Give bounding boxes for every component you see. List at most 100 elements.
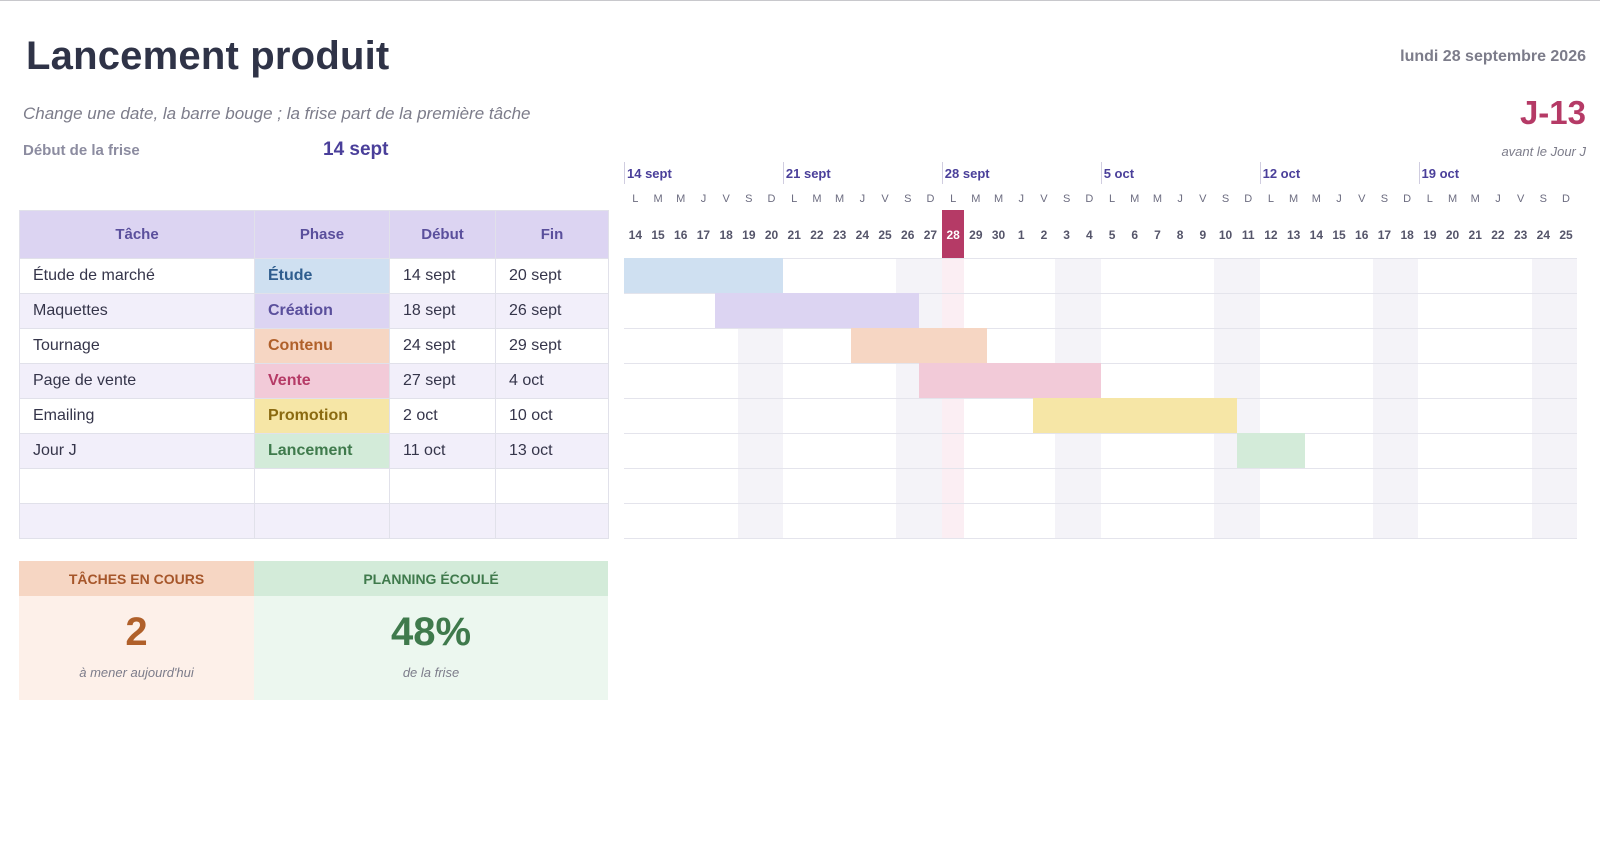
gantt-bar[interactable] [851, 328, 988, 363]
timeline-row-line [624, 363, 1578, 364]
start-date-cell[interactable]: 27 sept [389, 363, 496, 399]
gantt-bar[interactable] [624, 258, 783, 293]
kpi-label: TÂCHES EN COURS [19, 561, 254, 596]
week-label: 14 sept [627, 166, 672, 181]
weekday-letter: J [1018, 193, 1024, 205]
phase-cell[interactable]: Étude [254, 258, 390, 294]
task-table: Tâche Phase Début Fin Étude de marché Ét… [19, 210, 609, 539]
day-number: 20 [1445, 228, 1460, 242]
task-name-cell[interactable]: Maquettes [19, 293, 255, 329]
phase-cell[interactable] [254, 503, 390, 539]
phase-cell[interactable]: Lancement [254, 433, 390, 469]
day-number: 23 [832, 228, 847, 242]
weekday-letter: V [881, 193, 889, 205]
column-header-task[interactable]: Tâche [19, 210, 255, 259]
end-date-cell[interactable] [495, 503, 609, 539]
weekday-letter: S [1221, 193, 1230, 205]
week-label: 19 oct [1421, 166, 1460, 181]
end-date-cell[interactable]: 4 oct [495, 363, 609, 399]
phase-cell[interactable]: Promotion [254, 398, 390, 434]
day-number: 19 [1423, 228, 1437, 242]
task-name-cell[interactable]: Page de vente [19, 363, 255, 399]
table-row: Jour J Lancement 11 oct 13 oct [19, 433, 609, 469]
gantt-bar[interactable] [1236, 433, 1305, 468]
day-number: 19 [742, 228, 756, 242]
weekday-letter: J [700, 193, 707, 205]
day-number: 11 [1241, 228, 1255, 242]
day-number: 27 [923, 228, 938, 242]
task-name-cell[interactable] [19, 503, 255, 539]
day-number: 14 [1309, 228, 1324, 242]
start-date-cell[interactable]: 18 sept [389, 293, 496, 329]
kpi-body: 48% de la frise [254, 596, 608, 700]
gantt-bar[interactable] [1032, 398, 1237, 433]
start-date-cell[interactable] [389, 503, 496, 539]
weekday-letter: S [1380, 193, 1389, 205]
day-number: 3 [1063, 228, 1070, 242]
start-date-cell[interactable]: 11 oct [389, 433, 496, 469]
kpi-value: 2 [125, 610, 148, 654]
table-row: Emailing Promotion 2 oct 10 oct [19, 398, 609, 434]
column-header-phase[interactable]: Phase [254, 210, 390, 259]
end-date-cell[interactable]: 20 sept [495, 258, 609, 294]
task-name-cell[interactable]: Jour J [19, 433, 255, 469]
task-name-cell[interactable]: Tournage [19, 328, 255, 364]
weekday-letter: D [767, 193, 776, 205]
weekday-letter: L [1108, 193, 1116, 205]
start-date-cell[interactable]: 2 oct [389, 398, 496, 434]
gantt-bar[interactable] [714, 293, 920, 328]
week-label: 28 sept [944, 166, 990, 181]
day-number: 24 [1536, 228, 1551, 242]
phase-cell[interactable] [254, 468, 390, 504]
day-number: 13 [1286, 228, 1301, 242]
start-date-cell[interactable]: 24 sept [389, 328, 496, 364]
phase-cell[interactable]: Contenu [254, 328, 390, 364]
phase-cell[interactable]: Vente [254, 363, 390, 399]
weekday-letter: V [722, 193, 730, 205]
day-number: 6 [1131, 228, 1139, 242]
day-number: 17 [1377, 228, 1392, 242]
column-header-end[interactable]: Fin [495, 210, 609, 259]
day-number: 14 [628, 228, 643, 242]
weekday-letter: M [812, 193, 822, 205]
weekday-letter: L [950, 193, 957, 205]
weekday-letter: M [1311, 193, 1321, 205]
weekday-letter: M [1447, 193, 1458, 205]
task-name-cell[interactable]: Emailing [19, 398, 255, 434]
week-separator [1100, 162, 1102, 184]
today-date: lundi 28 septembre 2026 [1400, 48, 1586, 65]
gantt-bar[interactable] [919, 363, 1101, 398]
phase-cell[interactable]: Création [254, 293, 390, 329]
day-number: 23 [1513, 228, 1528, 242]
end-date-cell[interactable]: 13 oct [495, 433, 609, 469]
week-separator [1259, 162, 1261, 184]
start-date-cell[interactable]: 14 sept [389, 258, 496, 294]
day-number: 25 [878, 228, 892, 242]
column-header-start[interactable]: Début [389, 210, 496, 259]
timeline-row-line [624, 258, 1578, 259]
end-date-cell[interactable]: 29 sept [495, 328, 609, 364]
weekday-letter: J [1495, 193, 1501, 205]
day-number: 22 [1491, 228, 1505, 242]
countdown-note: avant le Jour J [1501, 144, 1586, 159]
task-name-cell[interactable] [19, 468, 255, 504]
countdown-value: J-13 [1519, 94, 1586, 131]
end-date-cell[interactable]: 26 sept [495, 293, 609, 329]
task-name-cell[interactable]: Étude de marché [19, 258, 255, 294]
weekday-letter: M [835, 193, 845, 205]
end-date-cell[interactable]: 10 oct [495, 398, 609, 434]
day-number: 1 [1017, 228, 1025, 242]
weekday-letter: V [1516, 193, 1525, 205]
weekday-letter: D [1403, 193, 1412, 205]
weekday-letter: J [1177, 193, 1183, 205]
week-label: 12 oct [1262, 166, 1301, 181]
day-number: 21 [1468, 228, 1482, 242]
kpi-note: à mener aujourd'hui [79, 665, 194, 680]
kpi-panel: TÂCHES EN COURS 2 à mener aujourd'hui PL… [19, 561, 608, 700]
timeline-start-value[interactable]: 14 sept [323, 139, 389, 160]
weekday-letter: S [1539, 193, 1548, 205]
end-date-cell[interactable] [495, 468, 609, 504]
week-label: 5 oct [1103, 166, 1135, 181]
day-number: 2 [1040, 228, 1048, 242]
start-date-cell[interactable] [389, 468, 496, 504]
